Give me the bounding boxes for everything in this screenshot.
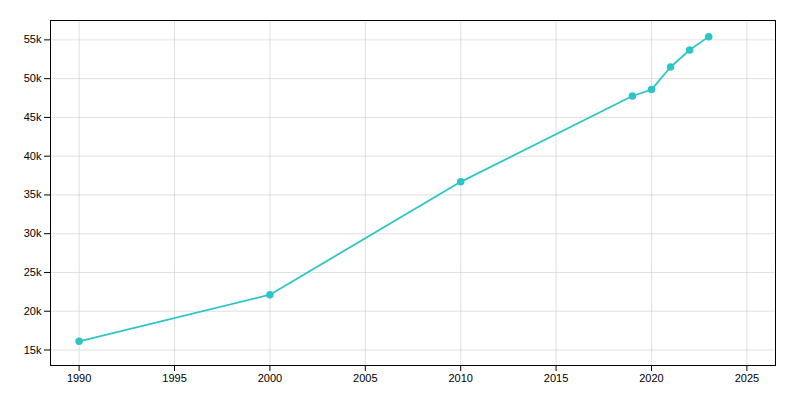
svg-text:20k: 20k: [24, 305, 42, 317]
svg-text:55k: 55k: [24, 33, 42, 45]
svg-text:35k: 35k: [24, 188, 42, 200]
svg-text:2005: 2005: [353, 372, 377, 384]
svg-text:40k: 40k: [24, 150, 42, 162]
svg-text:50k: 50k: [24, 72, 42, 84]
svg-text:45k: 45k: [24, 111, 42, 123]
svg-text:2020: 2020: [639, 372, 663, 384]
svg-text:1995: 1995: [162, 372, 186, 384]
svg-text:2015: 2015: [544, 372, 568, 384]
svg-text:2000: 2000: [258, 372, 282, 384]
svg-text:2010: 2010: [448, 372, 472, 384]
svg-text:30k: 30k: [24, 227, 42, 239]
svg-text:25k: 25k: [24, 266, 42, 278]
svg-text:15k: 15k: [24, 344, 42, 356]
svg-text:1990: 1990: [67, 372, 91, 384]
svg-text:2025: 2025: [735, 372, 759, 384]
